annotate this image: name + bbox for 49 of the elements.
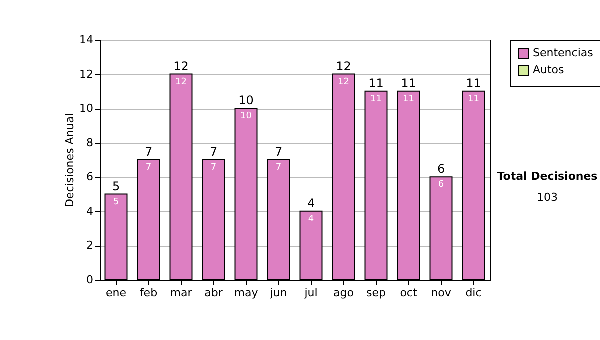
data-label: 6	[438, 180, 444, 190]
total-label: 7	[274, 145, 283, 159]
total-label: 11	[368, 76, 384, 90]
x-tick-label: feb	[140, 286, 158, 300]
data-label: 7	[276, 163, 282, 173]
x-tick-label: abr	[204, 286, 224, 300]
x-tick-label: sep	[366, 286, 386, 300]
text: 103	[536, 191, 559, 204]
x-tick-label: may	[234, 286, 259, 300]
x-tick-label: dic	[466, 286, 482, 300]
y-axis-title: Decisiones Anual	[64, 113, 77, 208]
y-tick-label: 0	[86, 274, 94, 286]
y-tick-label: 6	[86, 170, 94, 184]
y-tick-label: 2	[86, 239, 94, 252]
total-label: 11	[401, 76, 416, 90]
data-label: 11	[403, 94, 414, 104]
data-label: 12	[338, 77, 350, 88]
data-label: 7	[210, 163, 217, 173]
legend-label: Sentencias	[533, 46, 594, 60]
data-label: 12	[176, 77, 187, 88]
data-label: 7	[146, 163, 152, 173]
data-label: 4	[308, 214, 314, 224]
total-label: 5	[112, 179, 120, 194]
text: Total Decisiones	[496, 170, 599, 183]
total-label: 7	[210, 145, 218, 159]
total-label: 6	[437, 162, 446, 176]
total-label: 4	[307, 196, 316, 210]
total-label: 7	[144, 145, 153, 159]
y-tick-label: 4	[86, 204, 94, 218]
x-tick-label: jul	[304, 286, 318, 300]
x-tick-label: jun	[269, 286, 288, 300]
x-tick-label: mar	[170, 286, 193, 300]
y-tick-label: 12	[80, 68, 94, 81]
y-tick-label: 14	[80, 34, 94, 46]
total-label: 12	[174, 59, 189, 74]
y-tick-label: 10	[80, 102, 94, 116]
legend-label: Autos	[533, 64, 565, 76]
data-label: 11	[468, 94, 480, 104]
x-tick-label: ene	[106, 286, 127, 300]
total-label: 11	[466, 76, 482, 90]
data-label: 5	[113, 197, 120, 208]
data-label: 11	[370, 94, 382, 104]
x-tick-label: nov	[431, 286, 452, 300]
total-label: 10	[238, 94, 254, 108]
y-tick-label: 8	[86, 136, 94, 150]
data-label: 10	[240, 112, 252, 122]
total-label: 12	[336, 59, 352, 74]
x-tick-label: oct	[400, 286, 418, 300]
x-tick-label: ago	[334, 286, 354, 300]
